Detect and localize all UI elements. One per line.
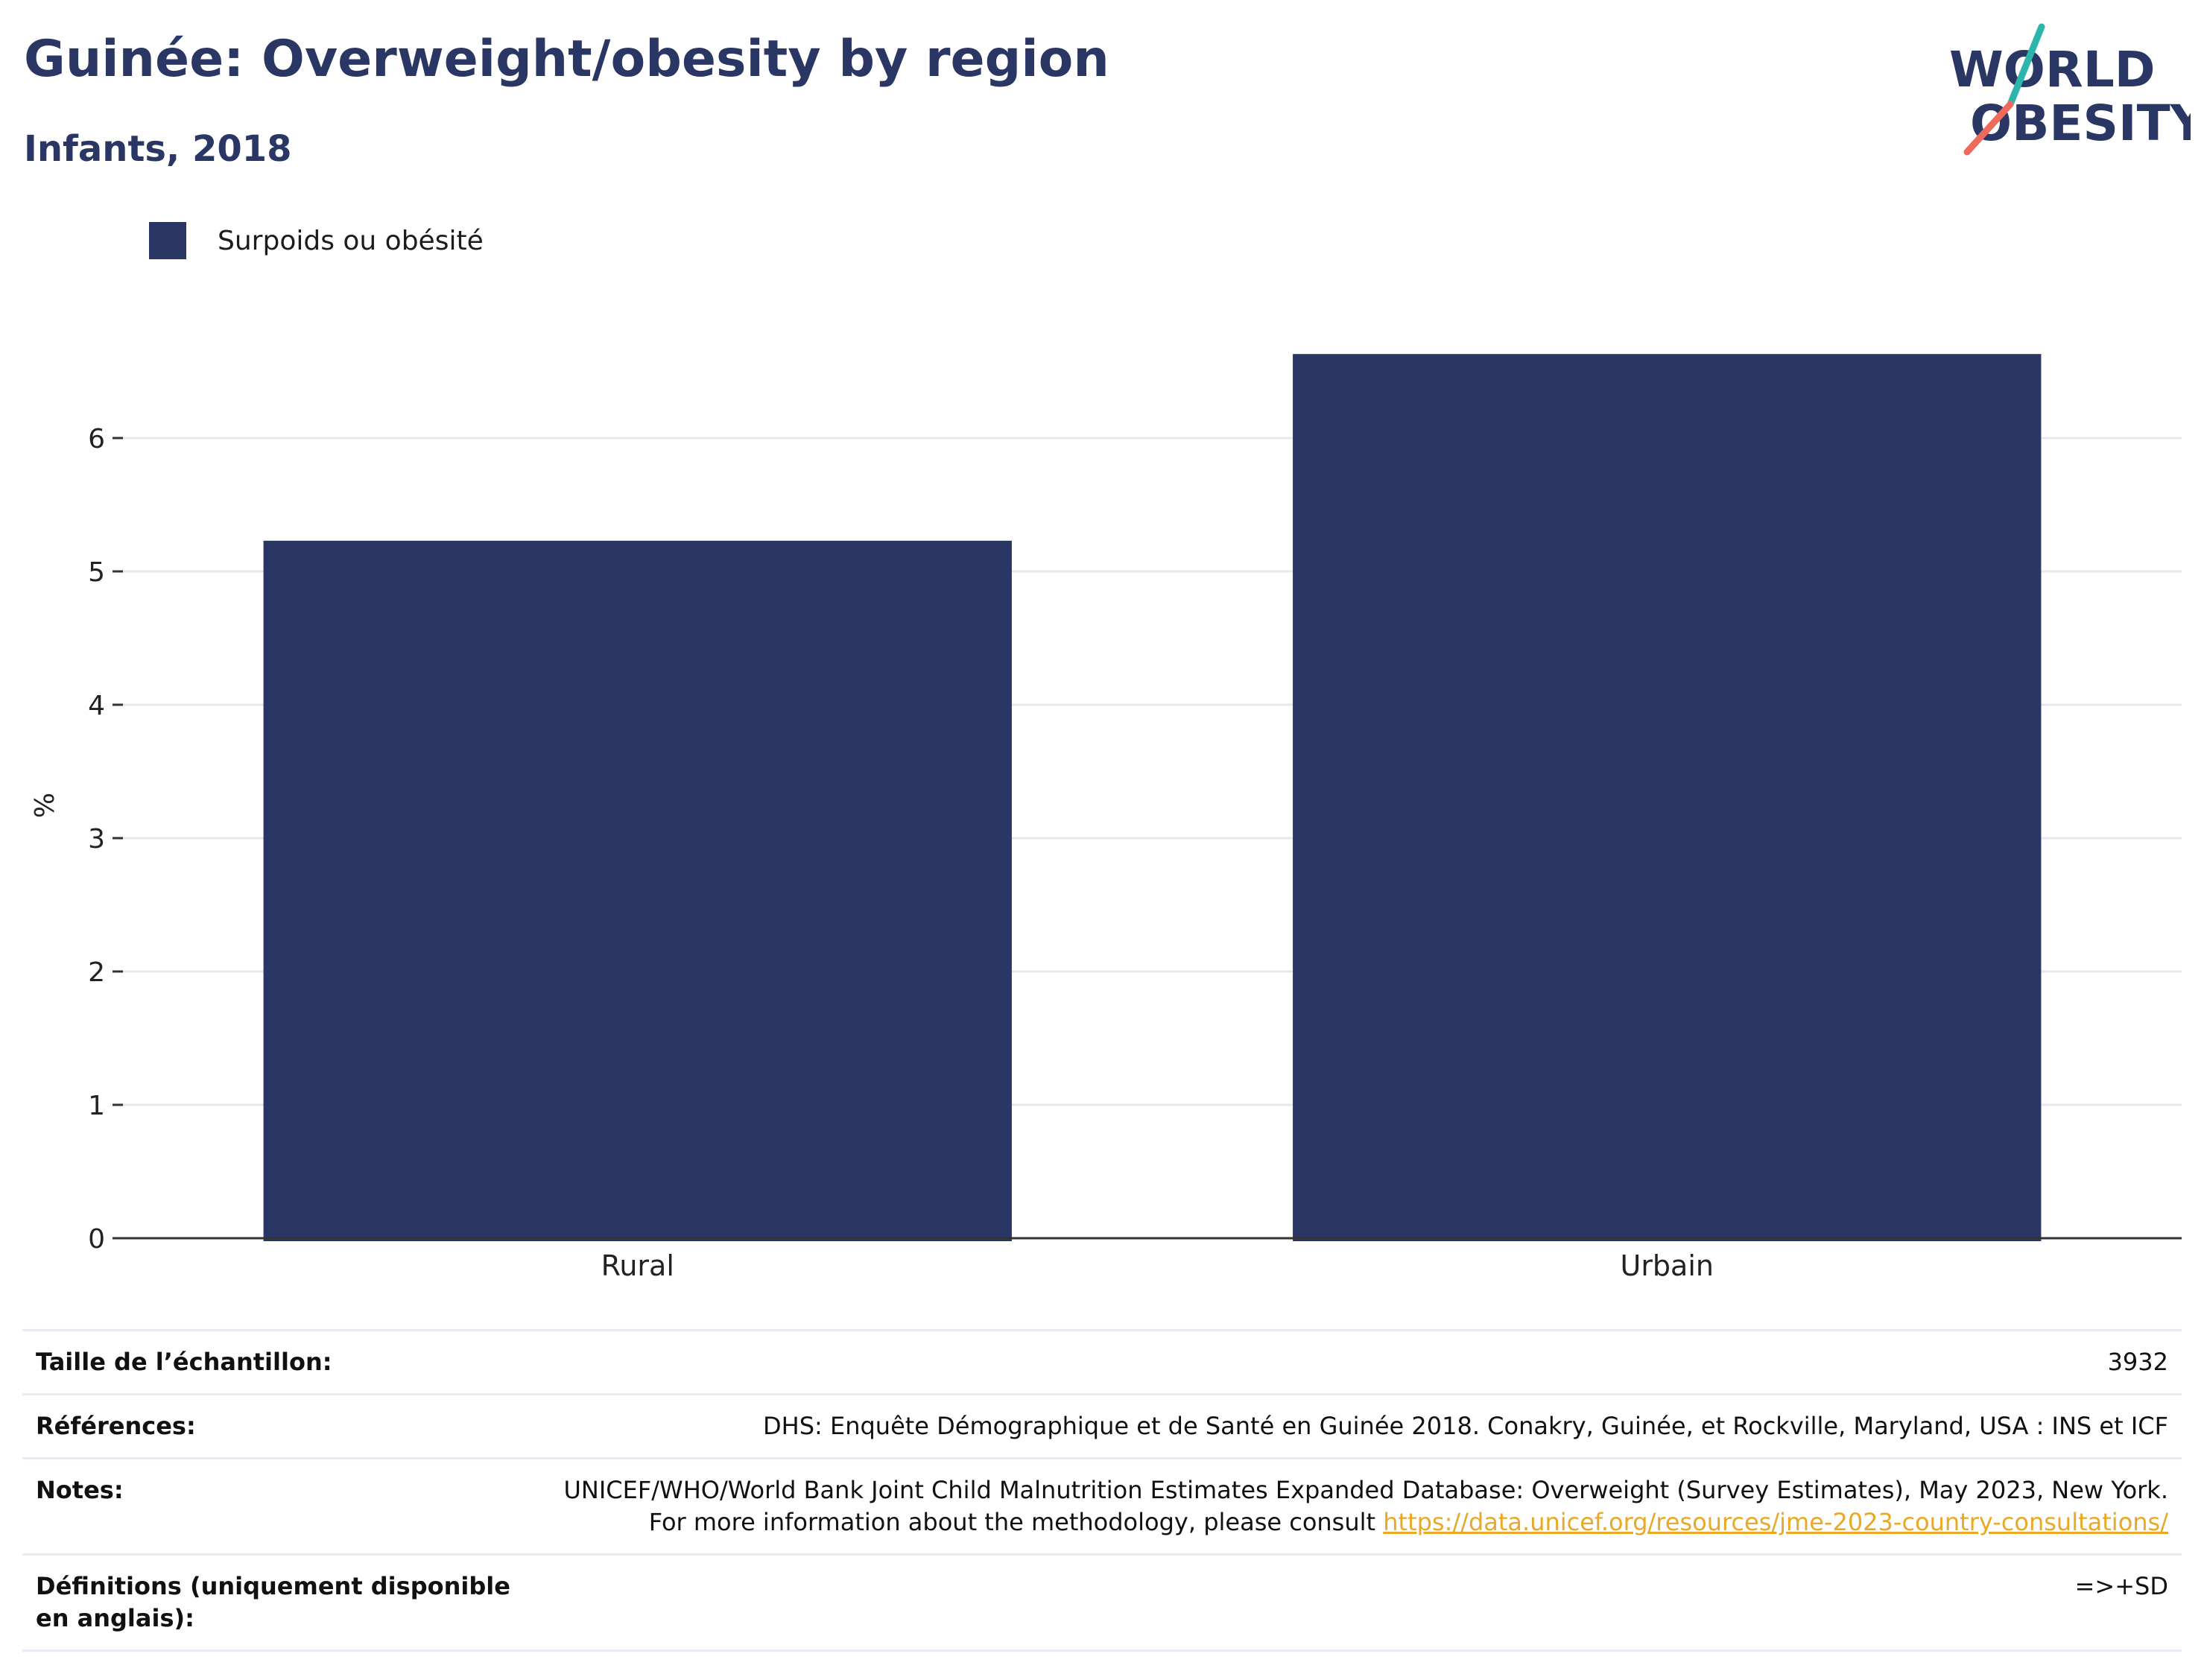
world-obesity-logo: WORLD OBESITY [1949,23,2191,156]
y-tick-label: 6 [88,424,105,454]
logo-teal-slash [2007,23,2045,108]
y-tick-label: 5 [88,557,105,588]
y-tick-label: 0 [88,1224,105,1255]
notes-label: Notes: [22,1457,541,1556]
legend-swatch [149,222,186,259]
references-label: Références: [22,1393,541,1459]
methodology-link[interactable]: https://data.unicef.org/resources/jme-20… [1383,1508,2168,1536]
y-axis-ticks: 0 1 2 3 4 5 6 [88,424,123,1255]
info-table: Taille de l’échantillon: 3932 Références… [22,1329,2182,1652]
references-row: Références: DHS: Enquête Démographique e… [22,1393,2182,1459]
y-axis-label: % [30,793,60,818]
definitions-value: =>+SD [541,1553,2182,1652]
y-tick-label: 2 [88,957,105,988]
definitions-row: Définitions (uniquement disponible en an… [22,1553,2182,1652]
logo-word-world: WORLD [1949,41,2156,98]
legend-label: Surpoids ou obésité [218,225,484,256]
chart-subtitle: Infants, 2018 [24,128,292,170]
x-tick-label-rural: Rural [601,1249,674,1282]
definitions-label: Définitions (uniquement disponible en an… [22,1553,541,1652]
notes-value: UNICEF/WHO/World Bank Joint Child Malnut… [541,1457,2182,1556]
legend: Surpoids ou obésité [149,222,484,259]
bar-chart: 0 1 2 3 4 5 6 Rural Urbain % [30,354,2182,1282]
y-tick-label: 1 [88,1091,105,1121]
notes-row: Notes: UNICEF/WHO/World Bank Joint Child… [22,1457,2182,1556]
sample-size-label: Taille de l’échantillon: [22,1329,541,1395]
x-tick-label-urbain: Urbain [1621,1249,1714,1282]
references-value: DHS: Enquête Démographique et de Santé e… [541,1393,2182,1459]
sample-size-value: 3932 [541,1329,2182,1395]
bar-rural [263,540,1012,1241]
y-tick-label: 3 [88,824,105,855]
y-tick-label: 4 [88,691,105,721]
bar-urbain [1293,354,2042,1241]
x-axis-labels: Rural Urbain [601,1249,1714,1282]
notes-text: UNICEF/WHO/World Bank Joint Child Malnut… [563,1476,2169,1536]
sample-size-row: Taille de l’échantillon: 3932 [22,1329,2182,1395]
bars [263,354,2042,1241]
chart-title: Guinée: Overweight/obesity by region [24,30,1109,89]
logo-coral-slash [1963,101,2014,156]
